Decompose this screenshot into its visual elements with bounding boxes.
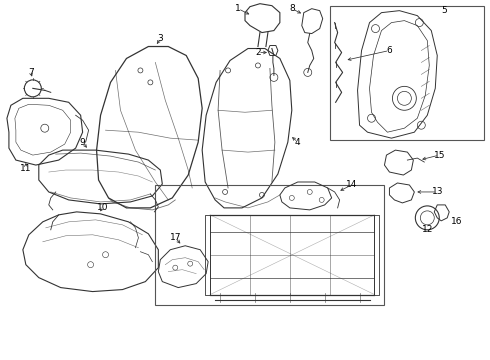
Bar [155, 185, 385, 305]
Text: 3: 3 [157, 34, 163, 43]
Text: 15: 15 [434, 150, 445, 159]
Text: 16: 16 [451, 217, 463, 226]
Text: 4: 4 [295, 138, 300, 147]
Text: 6: 6 [387, 46, 392, 55]
Text: 17: 17 [170, 233, 181, 242]
Text: 10: 10 [97, 203, 108, 212]
Text: 13: 13 [432, 188, 443, 197]
Text: 12: 12 [421, 225, 433, 234]
Text: 7: 7 [28, 68, 34, 77]
Bar [330, 6, 484, 140]
Text: 1: 1 [235, 4, 241, 13]
Text: 8: 8 [289, 4, 294, 13]
Text: 11: 11 [20, 163, 31, 172]
Text: 2: 2 [255, 48, 261, 57]
Text: 5: 5 [441, 6, 447, 15]
Text: 14: 14 [346, 180, 357, 189]
Text: 9: 9 [80, 138, 85, 147]
